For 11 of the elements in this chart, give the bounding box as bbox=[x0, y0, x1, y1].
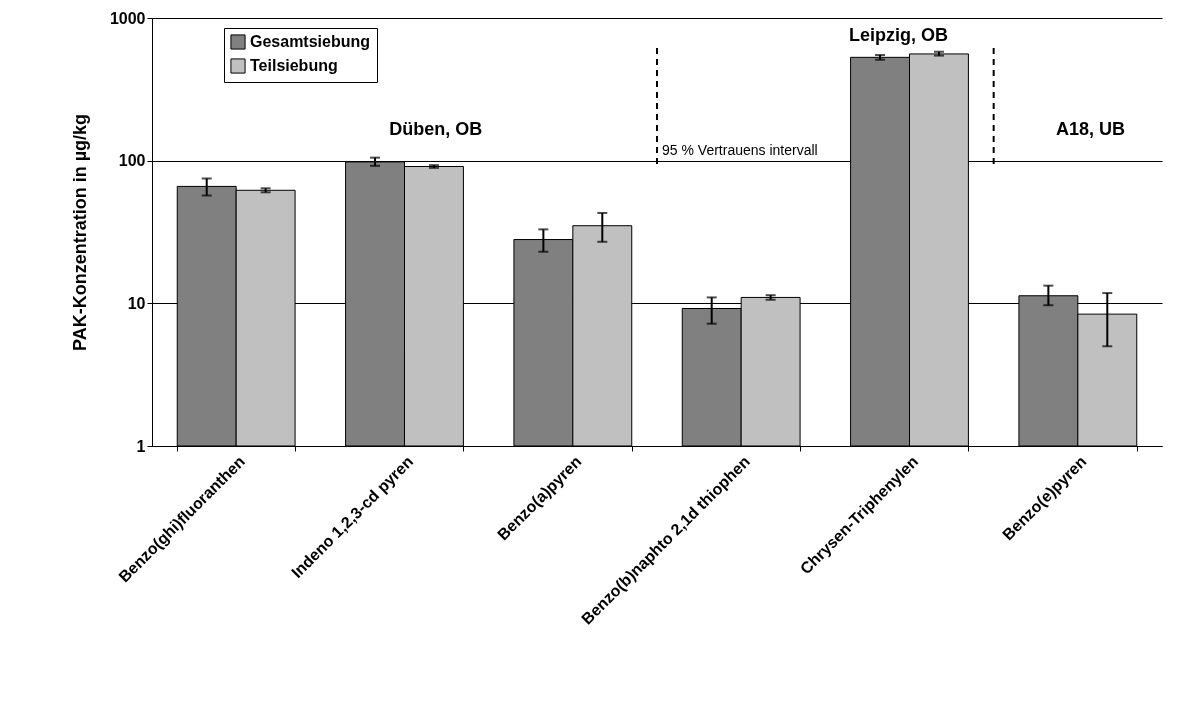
y-axis-title: PAK-Konzentration in µg/kg bbox=[69, 113, 90, 352]
annotation: Düben, OB bbox=[389, 118, 483, 139]
y-tick-label: 1000 bbox=[109, 9, 146, 27]
annotation: Leipzig, OB bbox=[848, 24, 948, 45]
y-tick-label: 10 bbox=[127, 294, 146, 312]
annotation: 95 % Vertrauens intervall bbox=[662, 142, 818, 159]
annotation: A18, UB bbox=[1055, 118, 1125, 139]
y-tick-label: 1 bbox=[136, 437, 146, 455]
y-tick-label: 100 bbox=[118, 152, 146, 170]
legend-label: Gesamtsiebung bbox=[250, 33, 371, 50]
legend-label: Teilsiebung bbox=[250, 57, 338, 74]
